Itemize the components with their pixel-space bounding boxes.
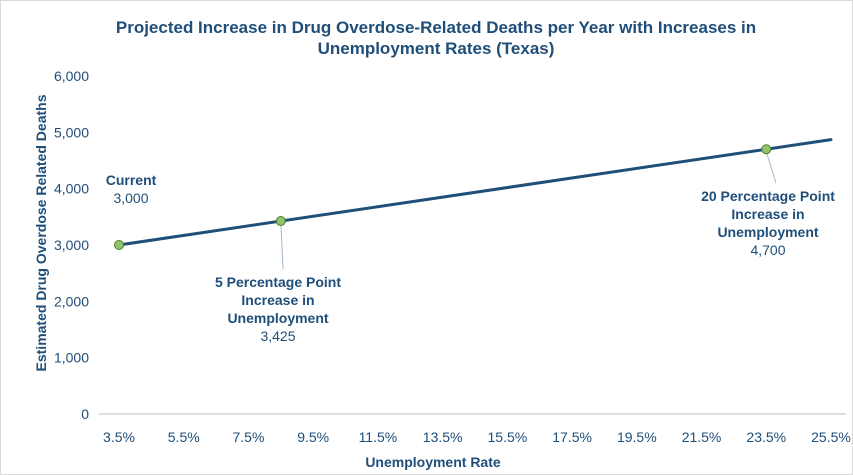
x-tick-label: 17.5% bbox=[552, 429, 592, 445]
x-tick-label: 11.5% bbox=[359, 429, 398, 445]
data-value-label: 4,700 bbox=[750, 242, 785, 258]
x-axis-ticks: 3.5% 5.5% 7.5% 9.5% 11.5% 13.5% 15.5% 17.5% 19.5… bbox=[103, 429, 851, 445]
annotation-label: Unemployment bbox=[227, 310, 328, 326]
chart-title: Projected Increase in Drug Overdose-Rela… bbox=[116, 18, 756, 58]
data-point-marker bbox=[275, 216, 286, 227]
x-tick-label: 3.5% bbox=[103, 429, 135, 445]
data-points bbox=[114, 144, 772, 250]
annotation-label: 5 Percentage Point bbox=[215, 274, 341, 290]
x-tick-label: 15.5% bbox=[488, 429, 528, 445]
x-axis-title: Unemployment Rate bbox=[365, 454, 501, 470]
x-tick-label: 23.5% bbox=[746, 429, 786, 445]
y-tick-label: 3,000 bbox=[54, 237, 89, 253]
annotation-label: Current bbox=[106, 172, 157, 188]
x-tick-label: 19.5% bbox=[617, 429, 657, 445]
chart-title-line: Unemployment Rates (Texas) bbox=[318, 39, 555, 58]
y-tick-label: 6,000 bbox=[54, 68, 89, 84]
x-axis-title-text: Unemployment Rate bbox=[365, 454, 501, 470]
x-tick-label: 25.5% bbox=[811, 429, 851, 445]
data-point-marker bbox=[114, 240, 124, 250]
x-tick-label: 7.5% bbox=[232, 429, 264, 445]
y-tick-label: 5,000 bbox=[54, 124, 89, 140]
y-axis-ticks: 0 1,000 2,000 3,000 4,000 5,000 6,000 bbox=[54, 68, 89, 422]
annotations: Current 3,000 5 Percentage Point Increase i… bbox=[106, 153, 835, 344]
annotation-label: 20 Percentage Point bbox=[701, 188, 835, 204]
x-tick-label: 13.5% bbox=[423, 429, 463, 445]
data-point-marker bbox=[761, 144, 772, 155]
annotation-label: Increase in bbox=[241, 292, 314, 308]
x-tick-label: 5.5% bbox=[168, 429, 200, 445]
annotation-label: Increase in bbox=[731, 206, 804, 222]
y-tick-label: 2,000 bbox=[54, 293, 89, 309]
y-tick-label: 1,000 bbox=[54, 350, 89, 366]
series-line bbox=[117, 138, 833, 247]
chart-title-line: Projected Increase in Drug Overdose-Rela… bbox=[116, 18, 756, 37]
x-tick-label: 9.5% bbox=[297, 429, 329, 445]
annotation-label: Unemployment bbox=[717, 224, 818, 240]
data-value-label: 3,000 bbox=[113, 190, 148, 206]
annotation-leader-line bbox=[766, 153, 777, 184]
y-axis-title: Estimated Drug Overdose Related Deaths bbox=[33, 94, 49, 371]
x-tick-label: 21.5% bbox=[682, 429, 722, 445]
y-tick-label: 0 bbox=[81, 406, 89, 422]
data-value-label: 3,425 bbox=[260, 328, 295, 344]
y-axis-title-text: Estimated Drug Overdose Related Deaths bbox=[33, 94, 49, 371]
series-line-group bbox=[117, 138, 833, 247]
annotation-leader-line bbox=[280, 225, 284, 270]
y-tick-label: 4,000 bbox=[54, 181, 89, 197]
